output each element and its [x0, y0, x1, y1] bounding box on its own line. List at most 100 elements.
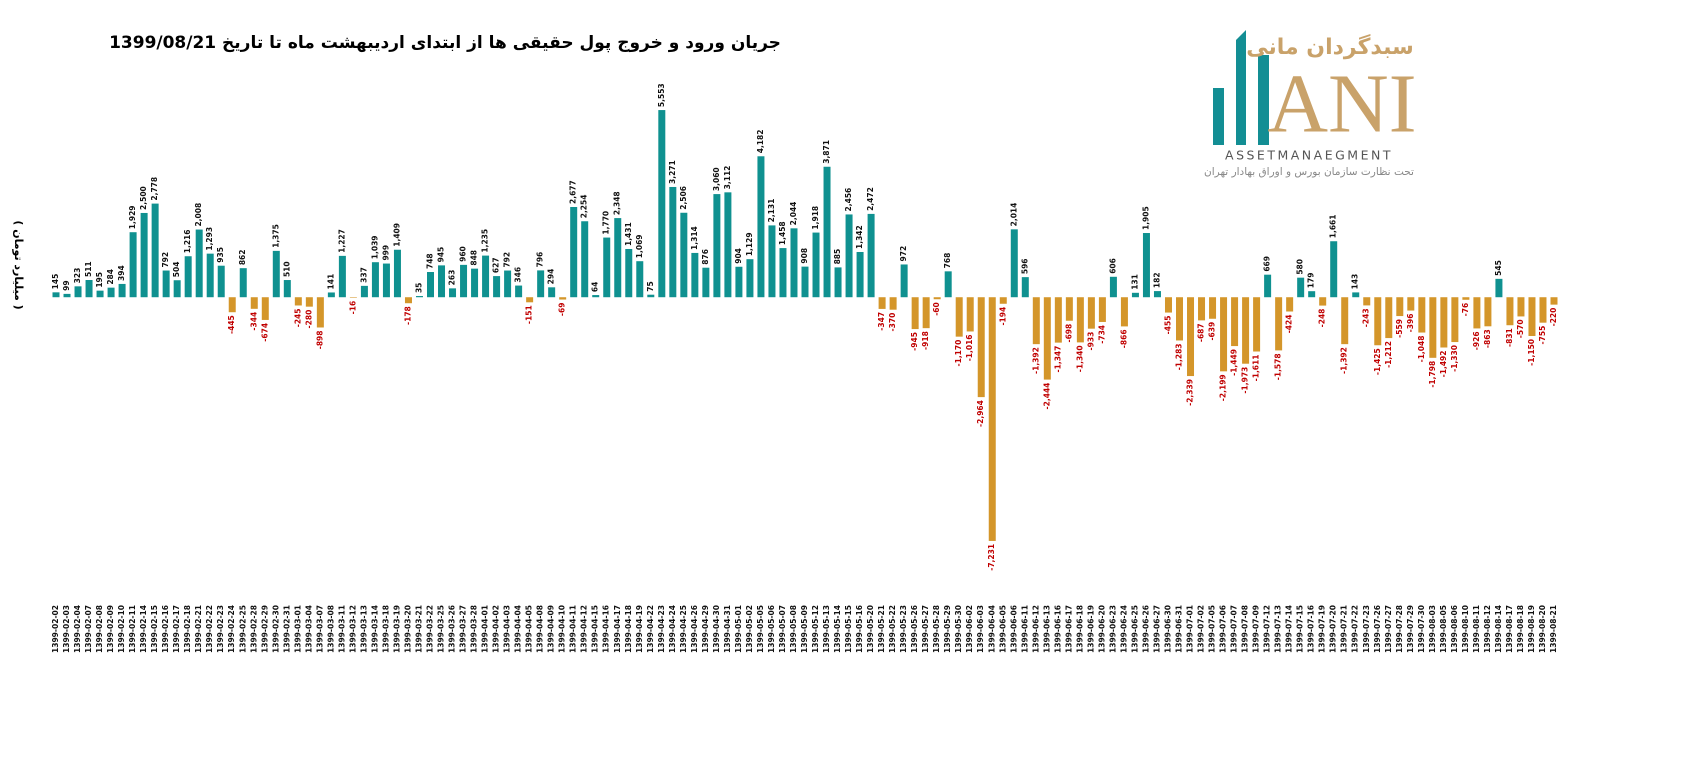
bar [1374, 297, 1382, 346]
bar [1550, 297, 1558, 305]
bar [1275, 297, 1283, 351]
bar [1385, 297, 1393, 339]
x-tick-label: 1399-03-25 [437, 605, 446, 653]
bar [559, 297, 567, 300]
x-tick-label: 1399-02-08 [95, 605, 104, 653]
bar [1352, 292, 1360, 298]
x-tick-label: 1399-05-05 [756, 605, 765, 653]
value-label: -2,444 [1042, 383, 1051, 410]
bar [294, 297, 302, 306]
bar [1242, 297, 1250, 364]
value-label: -1,016 [965, 334, 974, 361]
x-tick-label: 1399-07-21 [1340, 605, 1349, 653]
value-label: -918 [921, 331, 930, 350]
x-tick-label: 1399-07-19 [1318, 605, 1327, 653]
x-tick-label: 1399-08-03 [1428, 605, 1437, 653]
x-tick-label: 1399-05-13 [822, 605, 831, 653]
value-label: -734 [1097, 325, 1106, 344]
value-label: 179 [1307, 273, 1316, 289]
x-tick-label: 1399-04-15 [591, 605, 600, 653]
value-label: 1,069 [635, 234, 644, 258]
bar [173, 280, 181, 298]
x-tick-label: 1399-04-02 [492, 605, 501, 653]
x-tick-label: 1399-07-29 [1406, 605, 1415, 653]
bar [702, 267, 710, 298]
x-tick-label: 1399-05-09 [800, 605, 809, 653]
bar [1506, 297, 1514, 326]
x-tick-label: 1399-08-10 [1461, 605, 1470, 653]
x-tick-label: 1399-04-08 [536, 605, 545, 653]
value-label: 510 [282, 261, 291, 277]
x-tick-label: 1399-03-14 [370, 605, 379, 653]
value-label: 182 [1152, 272, 1161, 288]
value-label: 2,677 [569, 180, 578, 204]
x-tick-label: 1399-04-22 [646, 605, 655, 653]
bar [1396, 297, 1404, 317]
chart-title: جریان ورود و خروج پول حقیقی ها از ابتدای… [109, 33, 781, 53]
y-axis-label: ( میلیارد تومان ) [12, 220, 25, 309]
value-label: -60 [932, 302, 941, 316]
value-label: -248 [1318, 309, 1327, 328]
x-tick-label: 1399-07-02 [1197, 605, 1206, 653]
value-label: 2,500 [139, 186, 148, 210]
x-tick-label: 1399-08-12 [1483, 605, 1492, 653]
x-tick-label: 1399-02-22 [205, 605, 214, 653]
value-label: -755 [1538, 326, 1547, 345]
bar [305, 297, 313, 307]
x-tick-label: 1399-08-06 [1450, 605, 1459, 653]
bar [889, 297, 897, 310]
x-tick-label: 1399-06-18 [1075, 605, 1084, 653]
bar [1010, 229, 1018, 298]
x-tick-label: 1399-02-18 [183, 605, 192, 653]
x-tick-label: 1399-04-19 [635, 605, 644, 653]
value-label: 596 [1020, 258, 1029, 274]
x-tick-label: 1399-04-05 [525, 605, 534, 653]
bar [1231, 297, 1239, 347]
bar [493, 276, 501, 298]
bar [933, 297, 941, 300]
x-tick-label: 1399-02-23 [216, 605, 225, 653]
x-tick-label: 1399-05-07 [778, 605, 787, 653]
x-tick-label: 1399-06-30 [1163, 605, 1172, 653]
value-label: -1,578 [1274, 353, 1283, 380]
x-tick-label: 1399-07-16 [1307, 605, 1316, 653]
bar [614, 218, 622, 298]
x-tick-label: 1399-06-03 [976, 605, 985, 653]
x-tick-label: 1399-03-01 [293, 605, 302, 653]
bar [1440, 297, 1448, 348]
x-tick-label: 1399-08-17 [1505, 605, 1514, 653]
value-label: -1,212 [1384, 341, 1393, 368]
bar [592, 295, 600, 298]
value-label: 131 [1130, 274, 1139, 290]
bar [526, 297, 534, 303]
bar [195, 229, 203, 298]
x-tick-label: 1399-02-30 [271, 605, 280, 653]
x-tick-label: 1399-05-27 [921, 605, 930, 653]
bar [427, 272, 434, 298]
value-label: -245 [293, 308, 302, 327]
value-label: -674 [260, 323, 269, 342]
bar [867, 213, 875, 298]
bar [404, 297, 412, 304]
value-label: 960 [459, 246, 468, 262]
bar [1484, 297, 1492, 327]
x-tick-label: 1399-07-28 [1395, 605, 1404, 653]
x-tick-label: 1399-06-16 [1053, 605, 1062, 653]
x-tick-label: 1399-08-18 [1516, 605, 1525, 653]
value-label: 2,472 [866, 187, 875, 211]
bar [63, 293, 71, 298]
bar [1528, 297, 1536, 336]
value-label: -866 [1119, 329, 1128, 348]
value-label: 3,060 [712, 167, 721, 191]
x-tick-label: 1399-04-26 [690, 605, 699, 653]
value-label: 999 [381, 245, 390, 261]
x-tick-label: 1399-07-08 [1241, 605, 1250, 653]
logo-bar [1236, 30, 1246, 145]
value-label: 323 [73, 268, 82, 284]
bar [845, 214, 853, 298]
bar [878, 297, 886, 309]
value-label: -926 [1472, 331, 1481, 350]
x-tick-label: 1399-04-24 [668, 605, 677, 653]
value-label: 908 [800, 248, 809, 264]
bar [360, 285, 368, 298]
